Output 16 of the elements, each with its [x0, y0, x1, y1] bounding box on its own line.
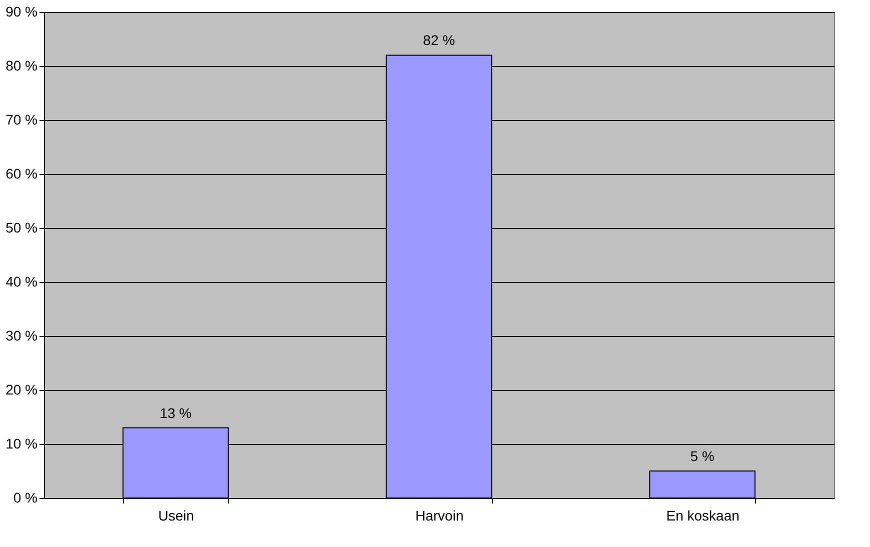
y-tick-label: 10 % — [6, 436, 38, 452]
y-tick-label: 90 % — [6, 4, 38, 20]
x-tick-label: Usein — [158, 508, 194, 524]
data-label: 5 % — [690, 448, 714, 464]
y-tick-label: 80 % — [6, 58, 38, 74]
y-tick-label: 30 % — [6, 328, 38, 344]
data-label: 13 % — [160, 404, 192, 421]
x-tick-label: En koskaan — [666, 508, 740, 524]
y-tick-label: 40 % — [6, 274, 38, 290]
y-tick-label: 20 % — [6, 382, 38, 398]
x-tick-label: Harvoin — [415, 508, 464, 524]
y-tick-label: 60 % — [6, 166, 38, 182]
y-tick-label: 70 % — [6, 112, 38, 128]
data-label: 82 % — [423, 32, 455, 48]
y-tick-label: 50 % — [6, 220, 38, 236]
y-tick-label: 0 % — [13, 490, 38, 506]
